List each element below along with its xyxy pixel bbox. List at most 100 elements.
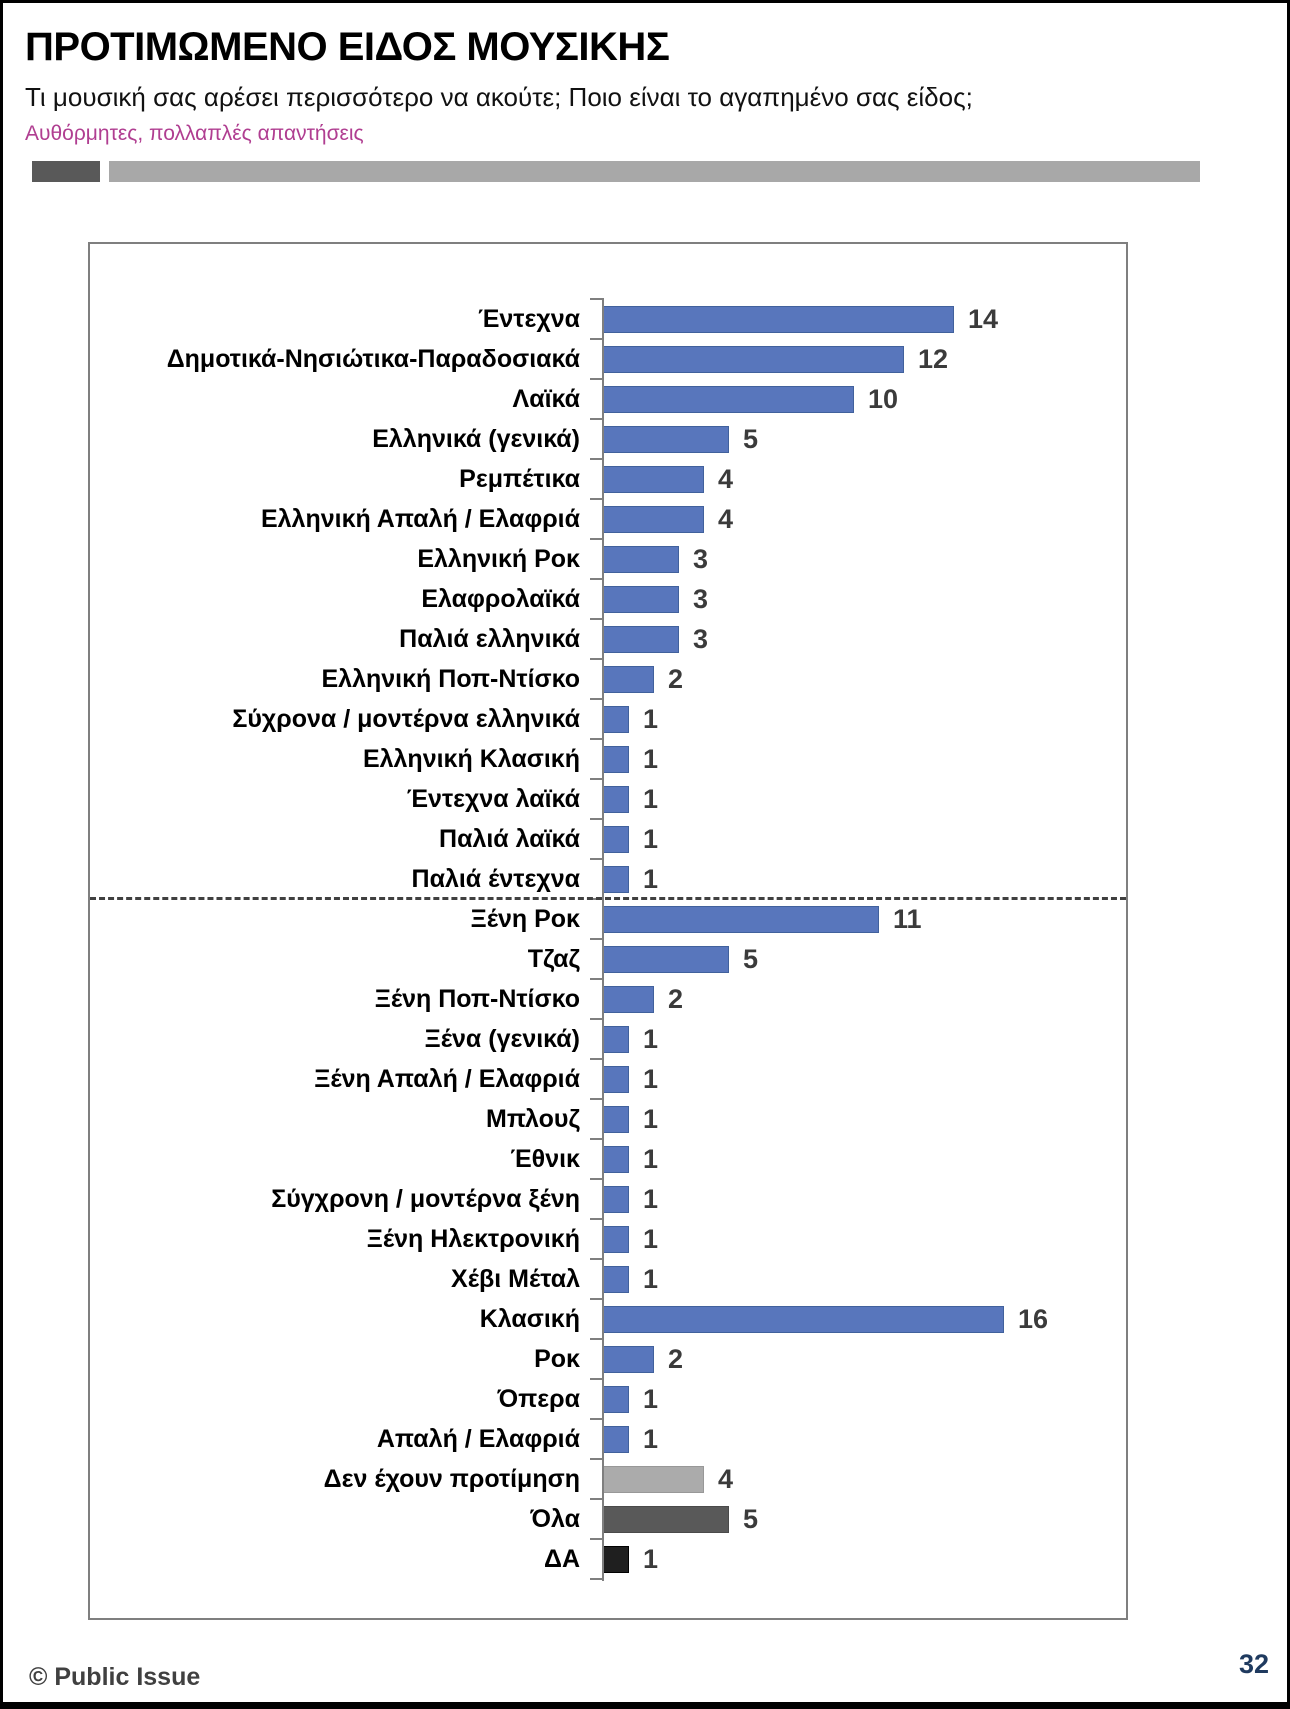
value-label: 1: [643, 783, 659, 814]
bar-3: [604, 385, 854, 413]
bar-area: 1: [590, 1544, 1126, 1575]
bar-4: [604, 425, 729, 453]
category-label: Έντεχνα λαϊκά: [406, 784, 580, 813]
page-title: ΠΡΟΤΙΜΩΜΕΝΟ ΕΙΔΟΣ ΜΟΥΣΙΚΗΣ: [25, 25, 670, 69]
bar-32: [604, 1545, 629, 1573]
category-label: Όλα: [530, 1504, 580, 1533]
axis-tick-marks: [590, 298, 602, 1581]
chart-row: Παλιά ελληνικά 3: [90, 619, 1126, 659]
value-label: 1: [643, 703, 659, 734]
bar-area: 1: [590, 784, 1126, 815]
bar-6: [604, 505, 704, 533]
category-label: Απαλή / Ελαφριά: [376, 1424, 580, 1453]
value-label: 3: [693, 543, 709, 574]
value-label: 5: [743, 1503, 759, 1534]
bar-area: 1: [590, 1224, 1126, 1255]
category-label: Χέβι Μέταλ: [451, 1264, 580, 1293]
value-label: 14: [968, 303, 999, 334]
bar-area: 1: [590, 824, 1126, 855]
chart-row: Δημοτικά-Νησιώτικα-Παραδοσιακά 12: [90, 339, 1126, 379]
bar-area: 3: [590, 544, 1126, 575]
bar-area: 1: [590, 744, 1126, 775]
chart-row: Ξένη Ηλεκτρονική 1: [90, 1219, 1126, 1259]
bar-20: [604, 1065, 629, 1093]
bar-22: [604, 1145, 629, 1173]
chart-row: Σύχρονα / μοντέρνα ελληνικά 1: [90, 699, 1126, 739]
category-label: Ελληνική Ποπ-Ντίσκο: [321, 664, 581, 693]
chart-row: Τζαζ 5: [90, 939, 1126, 979]
bar-area: 1: [590, 1064, 1126, 1095]
chart-row: ΔΑ 1: [90, 1539, 1126, 1579]
bar-area: 2: [590, 1344, 1126, 1375]
bar-29: [604, 1425, 629, 1453]
value-label: 1: [643, 743, 659, 774]
bar-area: 1: [590, 1184, 1126, 1215]
bar-12: [604, 745, 629, 773]
bar-21: [604, 1105, 629, 1133]
chart-row: Όλα 5: [90, 1499, 1126, 1539]
bar-16: [604, 905, 879, 933]
bar-area: 1: [590, 1104, 1126, 1135]
chart-row: Απαλή / Ελαφριά 1: [90, 1419, 1126, 1459]
bar-15: [604, 865, 629, 893]
bar-area: 1: [590, 704, 1126, 735]
bar-area: 1: [590, 1384, 1126, 1415]
chart-row: Ροκ 2: [90, 1339, 1126, 1379]
chart-row: Ρεμπέτικα 4: [90, 459, 1126, 499]
value-label: 3: [693, 583, 709, 614]
bar-area: 1: [590, 1424, 1126, 1455]
category-label: Ξένη Ηλεκτρονική: [366, 1224, 580, 1253]
group-separator-dashed-line: [90, 897, 1126, 900]
value-label: 1: [643, 1143, 659, 1174]
category-label: Μπλουζ: [486, 1104, 580, 1133]
value-label: 1: [643, 863, 659, 894]
value-label: 5: [743, 943, 759, 974]
bar-30: [604, 1465, 704, 1493]
category-label: Όπερα: [497, 1384, 580, 1413]
bar-area: 1: [590, 1024, 1126, 1055]
divider-light-segment: [109, 161, 1200, 182]
chart-row: Λαϊκά 10: [90, 379, 1126, 419]
value-label: 10: [868, 383, 899, 414]
category-label: Παλιά έντεχνα: [411, 864, 580, 893]
value-label: 1: [643, 1183, 659, 1214]
bar-24: [604, 1225, 629, 1253]
bar-area: 5: [590, 424, 1126, 455]
category-label: Δεν έχουν προτίμηση: [323, 1464, 580, 1493]
bar-5: [604, 465, 704, 493]
bar-chart: Έντεχνα 14 Δημοτικά-Νησιώτικα-Παραδοσιακά 1…: [88, 242, 1128, 1620]
chart-row: Ελληνική Κλασική 1: [90, 739, 1126, 779]
bar-area: 5: [590, 944, 1126, 975]
header: ΠΡΟΤΙΜΩΜΕΝΟ ΕΙΔΟΣ ΜΟΥΣΙΚΗΣ Τι μουσική σα…: [3, 3, 1287, 182]
bar-area: 16: [590, 1304, 1126, 1335]
bar-11: [604, 705, 629, 733]
category-label: Σύγχρονη / μοντέρνα ξένη: [271, 1184, 580, 1213]
category-label: Έθνικ: [510, 1144, 580, 1173]
bar-28: [604, 1385, 629, 1413]
bar-10: [604, 665, 654, 693]
bar-area: 2: [590, 984, 1126, 1015]
bar-area: 3: [590, 584, 1126, 615]
bar-9: [604, 625, 679, 653]
bar-17: [604, 945, 729, 973]
value-label: 1: [643, 1423, 659, 1454]
bar-14: [604, 825, 629, 853]
category-label: Λαϊκά: [512, 384, 580, 413]
header-divider: [32, 161, 1263, 182]
category-label: Παλιά ελληνικά: [399, 624, 580, 653]
category-label: Ξένη Ροκ: [470, 904, 580, 933]
category-label: Ελληνική Κλασική: [362, 744, 580, 773]
value-label: 4: [718, 503, 734, 534]
category-label: ΔΑ: [543, 1544, 580, 1573]
chart-row: Έντεχνα 14: [90, 299, 1126, 339]
chart-row: Ξένη Ροκ 11: [90, 899, 1126, 939]
value-label: 12: [918, 343, 949, 374]
value-label: 16: [1018, 1303, 1049, 1334]
survey-question: Τι μουσική σας αρέσει περισσότερο να ακο…: [25, 82, 973, 112]
bar-26: [604, 1305, 1004, 1333]
chart-row: Παλιά έντεχνα 1: [90, 859, 1126, 899]
value-label: 4: [718, 463, 734, 494]
bar-18: [604, 985, 654, 1013]
value-label: 1: [643, 1023, 659, 1054]
chart-row: Ελληνικά (γενικά) 5: [90, 419, 1126, 459]
